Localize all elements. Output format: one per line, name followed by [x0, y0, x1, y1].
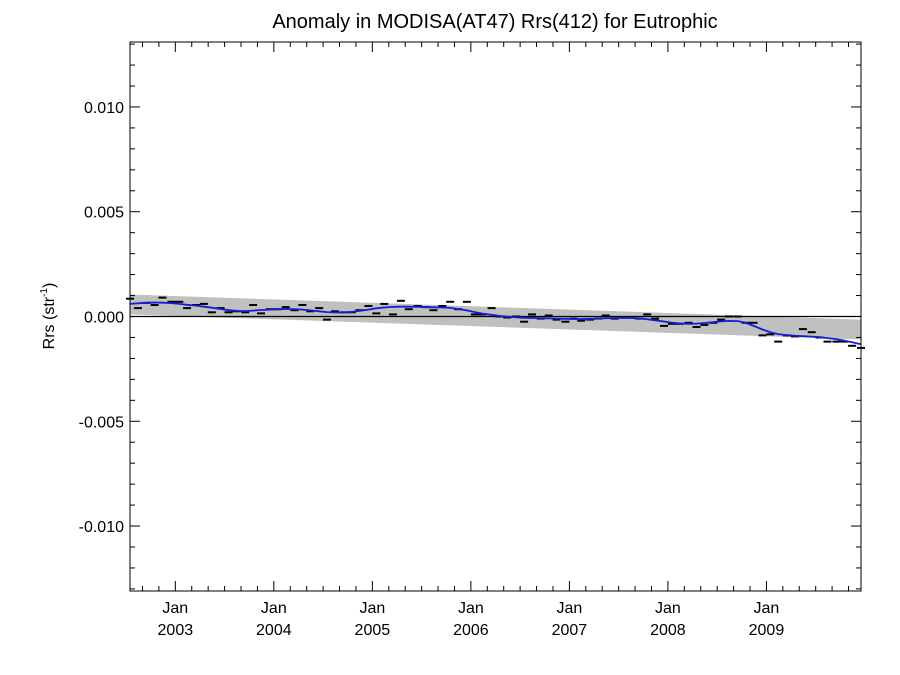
- x-tick-label-month: Jan: [458, 600, 484, 617]
- x-tick-label-year: 2006: [453, 622, 489, 639]
- x-tick-label-month: Jan: [655, 600, 681, 617]
- x-tick-label-month: Jan: [556, 600, 582, 617]
- x-tick-label-year: 2009: [749, 622, 785, 639]
- x-tick-label-month: Jan: [261, 600, 287, 617]
- x-tick-label-month: Jan: [162, 600, 188, 617]
- axes-layer: [129, 41, 862, 592]
- chart-title: Anomaly in MODISA(AT47) Rrs(412) for Eut…: [272, 11, 717, 33]
- x-tick-label-year: 2005: [355, 622, 391, 639]
- x-tick-label-month: Jan: [754, 600, 780, 617]
- x-tick-label-year: 2003: [158, 622, 194, 639]
- y-tick-label: 0.000: [84, 310, 124, 327]
- y-axis-label-superscript: -1: [39, 288, 50, 297]
- smoothed-line-layer: [129, 301, 862, 346]
- smoothed-line: [129, 301, 862, 346]
- y-axis-label: Rrs (str-1): [39, 283, 58, 350]
- x-tick-label-year: 2007: [552, 622, 588, 639]
- x-tick-label-month: Jan: [359, 600, 385, 617]
- x-tick-label-year: 2008: [650, 622, 686, 639]
- y-axis-label-text: Rrs (str: [41, 296, 58, 349]
- y-tick-label: 0.005: [84, 205, 124, 222]
- x-tick-label-year: 2004: [256, 622, 292, 639]
- y-tick-label: -0.005: [79, 414, 124, 431]
- y-tick-label: 0.010: [84, 100, 124, 117]
- y-axis-label-close: ): [41, 283, 58, 288]
- tick-label-layer: 0.010 0.005 0.000 -0.005 -0.010 Jan 2003 Jan 200…: [79, 100, 785, 639]
- y-tick-label: -0.010: [79, 519, 124, 536]
